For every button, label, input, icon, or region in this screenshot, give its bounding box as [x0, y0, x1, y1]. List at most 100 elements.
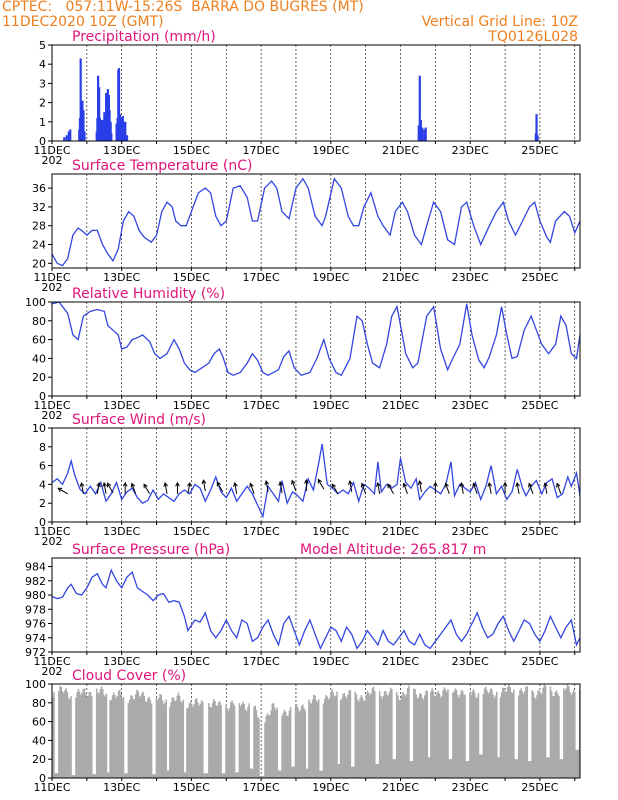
- cloud-bar: [478, 754, 481, 778]
- x-tick-label: 13DEC: [103, 144, 140, 157]
- x-tick-label: 19DEC: [312, 781, 349, 794]
- cloud-bar: [402, 692, 404, 778]
- cloud-bar: [281, 715, 283, 778]
- wind-vector: [107, 483, 114, 494]
- cloud-bar: [130, 695, 132, 778]
- panel-title: Surface Temperature (nC): [72, 158, 253, 174]
- wind-vector: [556, 483, 562, 494]
- cloud-bar: [344, 696, 347, 778]
- cloud-bar: [425, 690, 427, 778]
- y-tick-label: 978: [25, 603, 46, 616]
- cloud-bar: [55, 773, 58, 778]
- cloud-bar: [210, 707, 213, 778]
- cloud-bar: [191, 704, 193, 778]
- cloud-bar: [531, 690, 533, 778]
- y-tick-label: 1: [39, 116, 46, 129]
- cloud-bar: [269, 715, 271, 778]
- cloud-bar: [89, 692, 92, 778]
- cloud-bar: [554, 692, 557, 778]
- cloud-bar: [117, 690, 120, 778]
- cloud-bar: [343, 692, 346, 778]
- cloud-bar: [482, 693, 485, 778]
- panel-title: Precipitation (mm/h): [72, 29, 216, 45]
- panel-title: Cloud Cover (%): [72, 668, 186, 684]
- cloud-bar: [378, 691, 381, 778]
- wind-arrowhead: [444, 482, 449, 488]
- series-line: [52, 443, 580, 519]
- cloud-bar: [549, 686, 552, 778]
- cloud-bar: [458, 697, 460, 778]
- panel-title: Relative Humidity (%): [72, 286, 225, 302]
- cloud-bar: [106, 772, 109, 778]
- cloud-bar: [164, 702, 166, 778]
- cloud-bar: [426, 690, 428, 778]
- cloud-bar: [574, 692, 576, 778]
- cloud-bar: [552, 696, 554, 778]
- cloud-bar: [370, 693, 372, 778]
- y-tick-label: 60: [32, 334, 46, 347]
- cloud-bar: [387, 695, 389, 778]
- wind-arrowhead: [317, 478, 323, 484]
- cloud-bar: [496, 691, 498, 778]
- cloud-bar: [475, 697, 477, 778]
- wind-arrowhead: [433, 481, 438, 487]
- x-tick-label: 15DEC: [173, 781, 210, 794]
- cloud-bar: [272, 703, 275, 778]
- cloud-bar: [472, 689, 475, 778]
- cloud-bar: [238, 703, 241, 778]
- cloud-bar: [382, 696, 385, 778]
- cloud-bar: [75, 697, 77, 778]
- cloud-bar: [438, 693, 441, 778]
- wind-vector: [143, 484, 151, 495]
- cloud-bar: [403, 693, 405, 778]
- cloud-bar: [377, 763, 380, 778]
- cloud-bar: [353, 766, 355, 778]
- cloud-bar: [322, 703, 325, 778]
- precip-bar: [109, 121, 112, 141]
- cloud-bar: [148, 696, 150, 778]
- cloud-bar: [127, 703, 130, 778]
- x-tick-label: 19DEC: [312, 271, 349, 284]
- cloud-bar: [570, 695, 572, 778]
- cloud-bar: [421, 697, 424, 778]
- x-tick-label: 11DEC: [33, 271, 70, 284]
- cloud-bar: [317, 699, 320, 778]
- cloud-bar: [181, 702, 183, 778]
- cloud-bar: [125, 773, 127, 778]
- cloud-bar: [66, 692, 69, 778]
- cloud-bar: [535, 699, 537, 778]
- cloud-bar: [119, 689, 121, 778]
- cloud-bar: [481, 754, 483, 778]
- cloud-bar: [180, 701, 182, 778]
- x-tick-label: 17DEC: [243, 144, 280, 157]
- x-tick-label: 15DEC: [173, 525, 210, 538]
- cloud-bar: [111, 695, 114, 778]
- cloud-bar: [244, 709, 247, 778]
- x-tick-label: 13DEC: [103, 271, 140, 284]
- cloud-bar: [515, 759, 518, 778]
- cloud-bar: [154, 774, 156, 778]
- cloud-bar: [441, 695, 443, 778]
- y-tick-label: 980: [25, 589, 46, 602]
- cloud-bar: [121, 698, 124, 778]
- precip-bar: [79, 58, 82, 141]
- cloud-bar: [237, 772, 239, 778]
- cloud-bar: [439, 697, 442, 778]
- cloud-bar: [348, 690, 350, 778]
- cloud-bar: [189, 701, 192, 778]
- y-tick-label: 80: [32, 697, 46, 710]
- cloud-bar: [166, 770, 169, 778]
- y-tick-label: 3: [39, 77, 46, 90]
- cloud-bar: [576, 749, 579, 778]
- cloud-bar: [216, 705, 219, 778]
- cloud-bar: [173, 700, 176, 778]
- cloud-bar: [228, 708, 231, 778]
- precip-bar: [65, 135, 68, 141]
- cloud-bar: [94, 774, 97, 778]
- cloud-bar: [221, 773, 224, 778]
- panel-title: Surface Pressure (hPa): [72, 542, 230, 558]
- header-model-id: TQ0126L028: [488, 29, 578, 45]
- cloud-bar: [311, 699, 314, 778]
- wind-arrowhead: [543, 481, 548, 487]
- wind-vector: [249, 483, 255, 494]
